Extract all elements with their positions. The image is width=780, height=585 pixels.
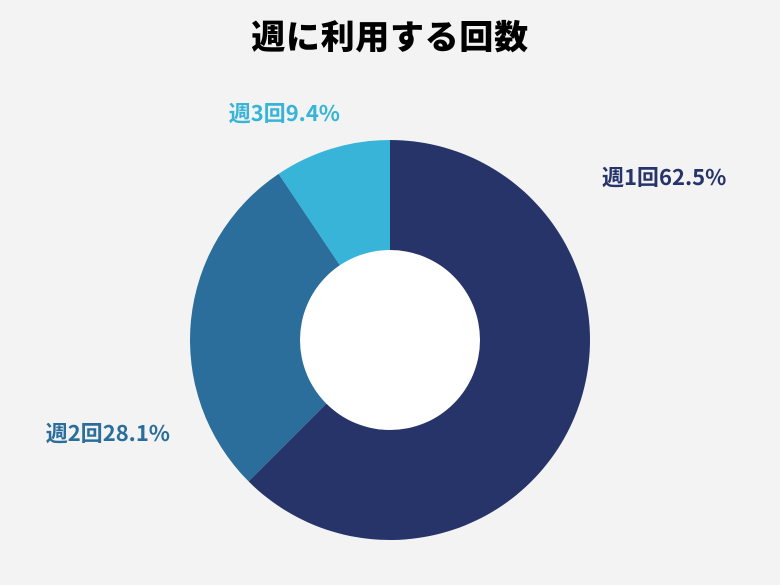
donut-hole bbox=[300, 250, 480, 430]
slice-label: 週2回28.1% bbox=[46, 416, 170, 448]
chart-canvas: 週に利用する回数 週1回62.5%週2回28.1%週3回9.4% bbox=[0, 0, 780, 585]
slice-label: 週3回9.4% bbox=[229, 96, 340, 128]
slice-label: 週1回62.5% bbox=[602, 160, 726, 192]
donut-chart-svg bbox=[0, 0, 780, 585]
